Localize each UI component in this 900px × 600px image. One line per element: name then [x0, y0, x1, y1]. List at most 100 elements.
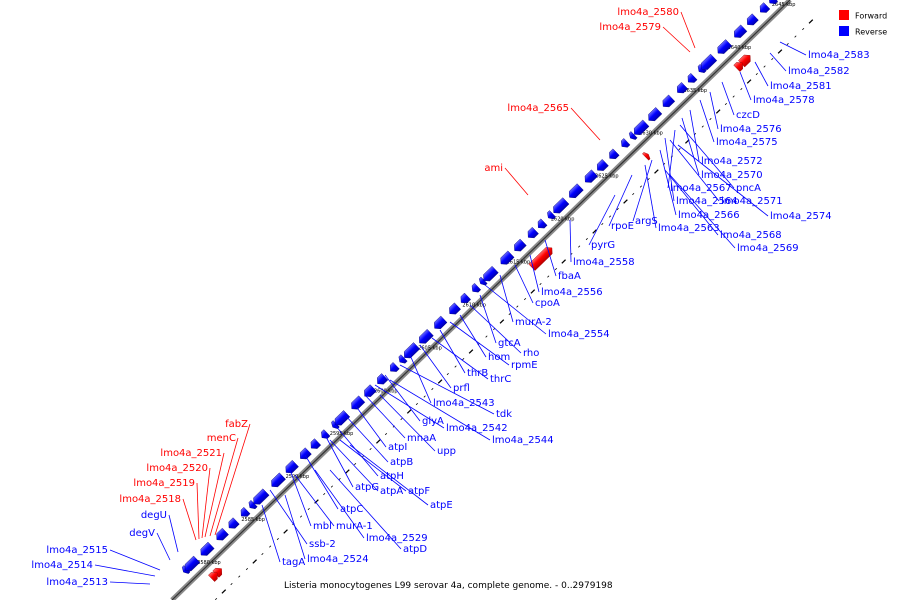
gene-label-lmo4a-2515[interactable]: lmo4a_2515 [46, 545, 161, 571]
reverse-gene-segment-36[interactable] [594, 159, 609, 173]
gene-label-atpc[interactable]: atpC [304, 454, 363, 515]
reverse-gene-segment-19[interactable] [397, 354, 408, 366]
reverse-gene-segment-28[interactable] [498, 250, 515, 267]
gene-label-rpoe[interactable]: rpoE [608, 174, 634, 232]
reverse-gene-segment-33[interactable] [551, 197, 570, 216]
reverse-gene-segment-30[interactable] [525, 226, 539, 240]
gene-label-lmo4a-2563[interactable]: lmo4a_2563 [644, 164, 720, 234]
gene-label-taga[interactable]: tagA [261, 504, 305, 568]
reverse-gene-segment-35[interactable] [582, 169, 599, 186]
reverse-gene-segment-9[interactable] [283, 459, 299, 476]
reverse-gene-segment-7[interactable] [251, 488, 270, 507]
gene-label-lmo4a-2529[interactable]: lmo4a_2529 [314, 469, 428, 544]
gene-label-menc[interactable]: menC [207, 433, 239, 537]
gene-label-lmo4a-2544[interactable]: lmo4a_2544 [389, 379, 554, 446]
gene-label-mura-2[interactable]: murA-2 [499, 274, 552, 328]
gene-label-lmo4a-2583[interactable]: lmo4a_2583 [779, 41, 870, 61]
gene-label-thrb[interactable]: thrB [439, 329, 488, 379]
gene-label-atpa[interactable]: atpA [329, 439, 403, 497]
reverse-gene-segment-11[interactable] [308, 438, 322, 452]
gene-label-lmo4a-2558[interactable]: lmo4a_2558 [569, 219, 635, 268]
reverse-gene-segment-17[interactable] [374, 373, 389, 387]
reverse-gene-segment-4[interactable] [226, 517, 240, 531]
reverse-gene-segment-23[interactable] [447, 302, 461, 317]
gene-label-degv[interactable]: degV [129, 528, 171, 561]
reverse-gene-segment-14[interactable] [332, 410, 351, 428]
reverse-gene-segment-5[interactable] [238, 506, 251, 519]
reverse-gene-segment-12[interactable] [319, 429, 331, 441]
gene-label-atpg[interactable]: atpG [324, 434, 379, 493]
reverse-gene-segment-10[interactable] [297, 447, 312, 462]
gene-label-lmo4a-2556[interactable]: lmo4a_2556 [529, 254, 603, 298]
gene-label-mbl[interactable]: mbl [289, 469, 332, 532]
gene-label-lmo4a-2566[interactable]: lmo4a_2566 [659, 149, 740, 221]
gene-label-pnca[interactable]: pncA [679, 124, 761, 194]
reverse-gene-segment-25[interactable] [469, 283, 482, 294]
reverse-gene-segment-37[interactable] [607, 148, 620, 162]
gene-label-rho[interactable]: rho [469, 304, 539, 359]
reverse-gene-segment-39[interactable] [627, 131, 638, 141]
gene-label-lmo4a-2571[interactable]: lmo4a_2571 [669, 139, 783, 207]
gene-label-czcd[interactable]: czcD [721, 81, 760, 121]
reverse-gene-segment-26[interactable] [477, 276, 488, 287]
gene-label-rpme[interactable]: rpmE [449, 321, 538, 371]
gene-label-lmo4a-2570[interactable]: lmo4a_2570 [681, 117, 763, 181]
gene-label-atpi[interactable]: atpI [354, 404, 407, 453]
reverse-gene-segment-43[interactable] [674, 82, 689, 95]
reverse-gene-segment-21[interactable] [416, 328, 434, 346]
reverse-gene-segment-1[interactable] [182, 555, 201, 574]
gene-label-ami[interactable]: ami [484, 163, 529, 196]
gene-label-degu[interactable]: degU [141, 510, 179, 553]
gene-label-lmo4a-2579[interactable]: lmo4a_2579 [599, 22, 691, 53]
reverse-gene-segment-34[interactable] [566, 183, 584, 201]
gene-label-thrc[interactable]: thrC [431, 337, 511, 385]
gene-label-prfl[interactable]: prfl [419, 344, 470, 394]
reverse-gene-segment-20[interactable] [401, 342, 421, 361]
reverse-gene-segment-24[interactable] [458, 292, 472, 306]
reverse-gene-segment-16[interactable] [362, 384, 377, 400]
reverse-gene-segment-2[interactable] [198, 541, 215, 558]
gene-label-atpb[interactable]: atpB [344, 414, 413, 468]
gene-label-atpe[interactable]: atpE [349, 444, 453, 511]
gene-label-tdk[interactable]: tdk [399, 364, 512, 420]
reverse-gene-segment-51[interactable] [767, 0, 779, 6]
reverse-gene-segment-32[interactable] [545, 210, 557, 222]
gene-label-lmo4a-2518[interactable]: lmo4a_2518 [119, 494, 197, 541]
reverse-gene-segment-38[interactable] [619, 138, 631, 149]
forward-gene-menc[interactable] [208, 570, 220, 582]
reverse-gene-segment-3[interactable] [214, 527, 229, 543]
gene-label-lmo4a-2580[interactable]: lmo4a_2580 [617, 7, 696, 49]
gene-label-lmo4a-2568[interactable]: lmo4a_2568 [664, 169, 782, 241]
gene-label-lmo4a-2572[interactable]: lmo4a_2572 [689, 109, 763, 167]
reverse-gene-segment-6[interactable] [247, 500, 258, 511]
gene-label-lmo4a-2578[interactable]: lmo4a_2578 [739, 71, 815, 106]
forward-gene-lmo4a-2580[interactable] [738, 52, 753, 68]
reverse-gene-segment-41[interactable] [646, 107, 663, 123]
reverse-gene-segment-8[interactable] [269, 472, 286, 490]
reverse-gene-segment-22[interactable] [431, 315, 448, 332]
gene-label-lmo4a-2574[interactable]: lmo4a_2574 [677, 144, 832, 222]
gene-label-lmo4a-2581[interactable]: lmo4a_2581 [754, 61, 832, 92]
reverse-gene-segment-50[interactable] [757, 2, 771, 16]
gene-label-lmo4a-2519[interactable]: lmo4a_2519 [133, 478, 200, 540]
gene-label-mura-1[interactable]: murA-1 [294, 474, 373, 532]
reverse-gene-segment-49[interactable] [744, 13, 759, 28]
gene-label-mnaa[interactable]: mnaA [364, 394, 436, 444]
forward-gene-lmo4a-2565[interactable] [642, 151, 651, 161]
gene-label-lmo4a-2554[interactable]: lmo4a_2554 [484, 284, 610, 340]
gene-label-pyrg[interactable]: pyrG [588, 194, 616, 251]
gene-label-lmo4a-2521[interactable]: lmo4a_2521 [160, 448, 225, 538]
gene-label-lmo4a-2569[interactable]: lmo4a_2569 [669, 174, 799, 254]
reverse-gene-segment-44[interactable] [685, 73, 698, 85]
gene-label-lmo4a-2542[interactable]: lmo4a_2542 [374, 384, 508, 434]
gene-label-upp[interactable]: upp [379, 394, 456, 457]
gene-label-lmo4a-2576[interactable]: lmo4a_2576 [709, 91, 782, 135]
reverse-gene-segment-31[interactable] [535, 218, 548, 231]
gene-label-atpf[interactable]: atpF [339, 439, 430, 497]
gene-label-lmo4a-2567[interactable]: lmo4a_2567 [667, 129, 732, 194]
reverse-gene-segment-40[interactable] [631, 119, 650, 138]
reverse-gene-segment-27[interactable] [481, 265, 499, 284]
gene-label-lmo4a-2582[interactable]: lmo4a_2582 [769, 52, 850, 77]
gene-label-args[interactable]: argS [632, 159, 658, 227]
gene-label-lmo4a-2514[interactable]: lmo4a_2514 [31, 560, 156, 577]
